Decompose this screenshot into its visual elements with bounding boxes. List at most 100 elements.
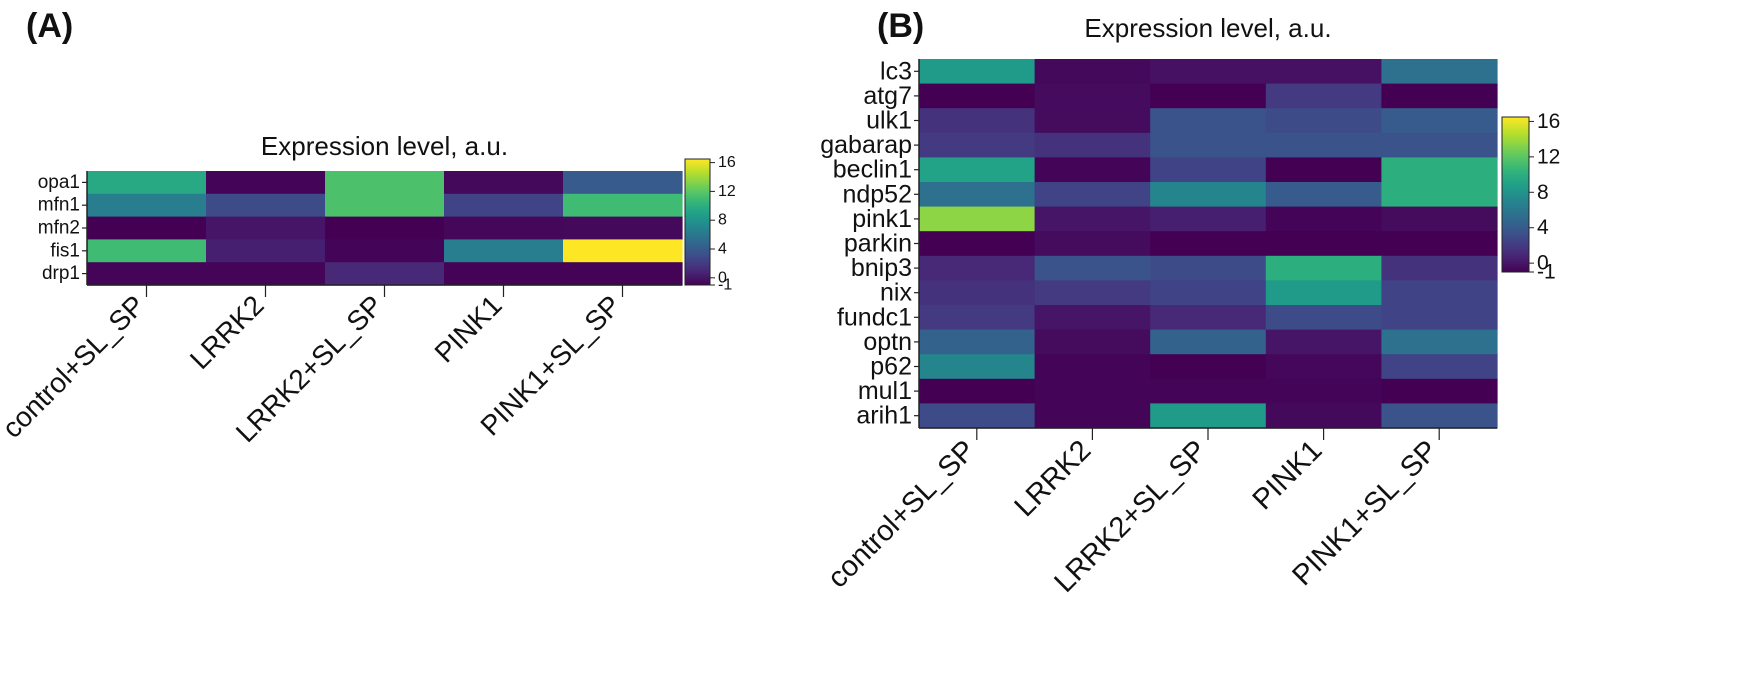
heatmap-b-cell-mul1-4 <box>1381 378 1498 404</box>
heatmap-b-cell-optn-3 <box>1265 329 1382 355</box>
heatmap-b-cell-mul1-2 <box>1150 378 1267 404</box>
heatmap-b-cell-mul1-3 <box>1265 378 1382 404</box>
heatmap-b-col-label-1: LRRK2 <box>1009 434 1098 523</box>
heatmap-a-cell-drp1-2 <box>325 262 445 286</box>
heatmap-b-colorbar-label: 8 <box>1537 181 1549 204</box>
heatmap-a-cell-mfn1-0 <box>87 193 207 218</box>
heatmap-b-cell-atg7-4 <box>1381 83 1498 109</box>
heatmap-b-cell-parkin-3 <box>1265 231 1382 257</box>
heatmap-a-row-label-drp1: drp1 <box>42 263 80 284</box>
heatmap-b-cell-ulk1-4 <box>1381 108 1498 134</box>
heatmap-a-cell-fis1-4 <box>563 239 683 263</box>
heatmap-a-cell-drp1-0 <box>87 262 207 286</box>
heatmap-a-row-label-opa1: opa1 <box>38 172 80 193</box>
heatmap-b-cell-bnip3-1 <box>1034 255 1151 281</box>
heatmap-a-col-label-1: LRRK2 <box>184 289 270 375</box>
heatmap-b-col-label-0: control+SL_SP <box>822 434 982 594</box>
heatmap-b-cell-parkin-0 <box>919 231 1036 257</box>
heatmap-b-cell-lc3-1 <box>1034 59 1151 85</box>
heatmap-b-colorbar-label: -1 <box>1537 261 1556 284</box>
heatmap-a-cell-fis1-3 <box>444 239 564 263</box>
heatmap-b-cell-arih1-2 <box>1150 403 1267 429</box>
heatmap-a-colorbar-label: 8 <box>718 212 727 229</box>
heatmap-b-cell-p62-1 <box>1034 354 1151 380</box>
heatmap-a-cell-opa1-0 <box>87 171 207 195</box>
heatmap-a-cell-drp1-3 <box>444 262 564 286</box>
heatmap-b-cell-ulk1-2 <box>1150 108 1267 134</box>
heatmap-b-cell-bnip3-0 <box>919 255 1036 281</box>
heatmap-a-cell-opa1-2 <box>325 171 445 195</box>
heatmap-b-cell-fundc1-1 <box>1034 305 1151 331</box>
heatmap-b-cell-nix-0 <box>919 280 1036 306</box>
heatmap-b-cell-ndp52-0 <box>919 182 1036 208</box>
heatmap-b-cell-gabarap-4 <box>1381 132 1498 158</box>
heatmap-a-cell-mfn2-1 <box>206 216 326 240</box>
heatmap-b-row-label-bnip3: bnip3 <box>851 254 912 282</box>
heatmap-b-cell-beclin1-4 <box>1381 157 1498 183</box>
heatmap-b-cell-bnip3-3 <box>1265 255 1382 281</box>
heatmap-a-cell-opa1-4 <box>563 171 683 195</box>
heatmap-b-cell-fundc1-0 <box>919 305 1036 331</box>
heatmap-b-row-label-atg7: atg7 <box>863 82 912 110</box>
heatmap-b-cell-gabarap-3 <box>1265 132 1382 158</box>
heatmap-b-cell-pink1-2 <box>1150 206 1267 232</box>
heatmap-b-cell-arih1-0 <box>919 403 1036 429</box>
heatmap-a-colorbar-label: 16 <box>718 154 736 171</box>
heatmap-b-cell-p62-3 <box>1265 354 1382 380</box>
heatmap-b-cell-parkin-1 <box>1034 231 1151 257</box>
heatmap-b-colorbar <box>1501 116 1530 273</box>
heatmap-b-row-label-nix: nix <box>880 279 912 307</box>
heatmap-b-cell-ndp52-2 <box>1150 182 1267 208</box>
heatmap-b-cell-ulk1-3 <box>1265 108 1382 134</box>
heatmap-b-cell-nix-3 <box>1265 280 1382 306</box>
heatmap-b-cell-fundc1-4 <box>1381 305 1498 331</box>
heatmap-b-cell-p62-4 <box>1381 354 1498 380</box>
heatmap-a-cell-mfn1-2 <box>325 193 445 218</box>
heatmap-b-cell-beclin1-2 <box>1150 157 1267 183</box>
heatmap-b-cell-gabarap-2 <box>1150 132 1267 158</box>
heatmap-a-colorbar-label: 4 <box>718 241 727 258</box>
heatmap-a: Expression level, a.u. opa1mfn1mfn2fis1dr… <box>0 131 736 448</box>
heatmap-b-cell-optn-2 <box>1150 329 1267 355</box>
heatmap-a-row-label-fis1: fis1 <box>50 240 80 261</box>
heatmap-b-row-label-ulk1: ulk1 <box>866 107 912 135</box>
heatmap-b-cell-lc3-3 <box>1265 59 1382 85</box>
heatmap-a-colorbar-label: 0 <box>718 269 727 286</box>
heatmap-b-cell-arih1-3 <box>1265 403 1382 429</box>
heatmap-a-cell-fis1-1 <box>206 239 326 263</box>
heatmap-a-cell-mfn1-1 <box>206 193 326 218</box>
heatmap-a-cell-mfn2-2 <box>325 216 445 240</box>
heatmap-b-row-label-gabarap: gabarap <box>820 131 912 159</box>
heatmap-b-cell-optn-0 <box>919 329 1036 355</box>
heatmap-b-cell-parkin-2 <box>1150 231 1267 257</box>
heatmap-b-cell-beclin1-1 <box>1034 157 1151 183</box>
heatmap-a-cell-opa1-3 <box>444 171 564 195</box>
heatmap-b-row-label-pink1: pink1 <box>852 205 912 233</box>
heatmap-b-cell-fundc1-3 <box>1265 305 1382 331</box>
heatmap-b-cell-ulk1-1 <box>1034 108 1151 134</box>
heatmap-b-cell-beclin1-3 <box>1265 157 1382 183</box>
heatmap-b-row-label-p62: p62 <box>870 353 912 381</box>
heatmap-b-cell-nix-2 <box>1150 280 1267 306</box>
heatmap-b-cell-lc3-2 <box>1150 59 1267 85</box>
heatmap-a-colorbar-label: 12 <box>718 183 736 200</box>
heatmap-a-row-label-mfn1: mfn1 <box>38 195 80 216</box>
heatmap-b-cell-optn-4 <box>1381 329 1498 355</box>
heatmap-b-row-label-ndp52: ndp52 <box>842 180 912 208</box>
heatmap-a-col-label-0: control+SL_SP <box>0 289 151 444</box>
heatmap-a-cell-fis1-0 <box>87 239 207 263</box>
heatmap-b-row-label-mul1: mul1 <box>858 377 912 405</box>
heatmap-a-cell-mfn1-3 <box>444 193 564 218</box>
heatmap-b-cell-bnip3-4 <box>1381 255 1498 281</box>
heatmap-a-cell-fis1-2 <box>325 239 445 263</box>
heatmap-b-cell-mul1-0 <box>919 378 1036 404</box>
heatmap-b-cell-gabarap-1 <box>1034 132 1151 158</box>
heatmap-a-cell-opa1-1 <box>206 171 326 195</box>
heatmap-a-title: Expression level, a.u. <box>261 131 508 161</box>
heatmap-a-cell-drp1-1 <box>206 262 326 286</box>
heatmap-b-row-label-lc3: lc3 <box>880 57 912 85</box>
heatmap-a-colorbar <box>684 158 711 286</box>
heatmap-b-cell-gabarap-0 <box>919 132 1036 158</box>
heatmap-b-cell-ndp52-1 <box>1034 182 1151 208</box>
